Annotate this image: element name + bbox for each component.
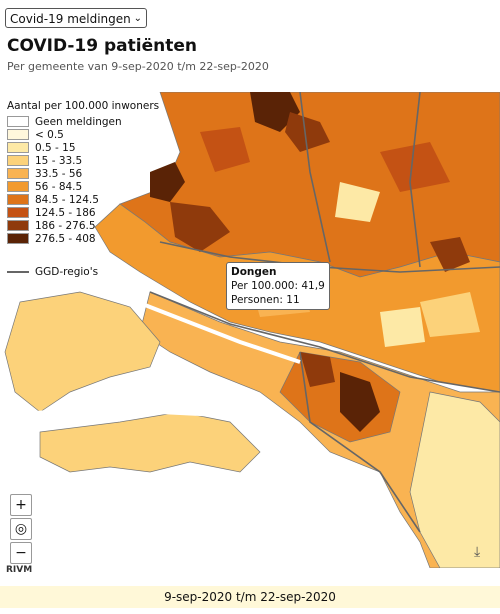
- legend-item: 15 - 33.5: [7, 154, 159, 167]
- legend-item: 84.5 - 124.5: [7, 193, 159, 206]
- legend-label: 0.5 - 15: [35, 141, 76, 154]
- legend-swatch: [7, 116, 29, 127]
- region-light-4: [380, 307, 425, 347]
- region-light-2: [420, 292, 480, 337]
- download-icon[interactable]: ⤓: [474, 544, 481, 560]
- region-dark-3: [170, 202, 230, 252]
- legend-item: Geen meldingen: [7, 115, 159, 128]
- legend-label: 56 - 84.5: [35, 180, 83, 193]
- ggd-boundary: [409, 92, 421, 268]
- region-dark-1: [150, 162, 185, 202]
- legend-swatch: [7, 220, 29, 231]
- dropdown-value: Covid-19 meldingen: [10, 12, 131, 26]
- legend-label: 276.5 - 408: [35, 232, 96, 245]
- region-dark-4: [285, 112, 330, 152]
- tooltip-rate: Per 100.000: 41,9: [231, 280, 325, 292]
- region-mid-2: [380, 142, 450, 192]
- legend-label: 84.5 - 124.5: [35, 193, 99, 206]
- region-dark-7: [430, 237, 470, 272]
- water-channel: [0, 406, 281, 425]
- locate-icon[interactable]: ◎: [10, 518, 32, 540]
- map-legend: Aantal per 100.000 inwoners Geen melding…: [7, 100, 159, 278]
- zoom-out-button[interactable]: −: [10, 542, 32, 564]
- ggd-boundary: [149, 291, 500, 393]
- legend-label: < 0.5: [35, 128, 64, 141]
- choropleth-map[interactable]: [0, 92, 500, 568]
- legend-item: 124.5 - 186: [7, 206, 159, 219]
- ggd-boundary: [299, 351, 421, 533]
- legend-label: 33.5 - 56: [35, 167, 83, 180]
- legend-swatch: [7, 168, 29, 179]
- dataset-dropdown[interactable]: Covid-19 meldingen ⌄: [5, 8, 147, 28]
- legend-swatch: [7, 233, 29, 244]
- legend-item: 56 - 84.5: [7, 180, 159, 193]
- legend-item: 276.5 - 408: [7, 232, 159, 245]
- zoom-in-button[interactable]: +: [10, 494, 32, 516]
- legend-swatch: [7, 155, 29, 166]
- land-limburg: [409, 391, 500, 568]
- legend-label: Geen meldingen: [35, 115, 122, 128]
- attribution: RIVM: [6, 565, 33, 575]
- land-islands: [4, 291, 161, 413]
- region-dark-5: [340, 372, 380, 432]
- region-light-1: [335, 182, 380, 222]
- page-subtitle: Per gemeente van 9-sep-2020 t/m 22-sep-2…: [7, 60, 269, 73]
- date-range-bar: 9-sep-2020 t/m 22-sep-2020: [0, 586, 500, 608]
- map-tooltip: Dongen Per 100.000: 41,9 Personen: 11: [226, 262, 330, 310]
- legend-item: 33.5 - 56: [7, 167, 159, 180]
- legend-ggd-label: GGD-regio's: [35, 265, 99, 278]
- legend-item: < 0.5: [7, 128, 159, 141]
- legend-swatch: [7, 129, 29, 140]
- region-dark-6: [300, 352, 335, 387]
- legend-title: Aantal per 100.000 inwoners: [7, 100, 160, 112]
- legend-label: 15 - 33.5: [35, 154, 83, 167]
- legend-ggd-item: GGD-regio's: [7, 265, 159, 278]
- tooltip-count: Personen: 11: [231, 294, 300, 306]
- region-mid-1: [200, 127, 250, 172]
- tooltip-name: Dongen: [231, 266, 277, 278]
- legend-label: 124.5 - 186: [35, 206, 96, 219]
- legend-swatch: [7, 194, 29, 205]
- ggd-boundary: [299, 92, 331, 263]
- water-channel: [0, 280, 301, 364]
- legend-item: 186 - 276.5: [7, 219, 159, 232]
- legend-swatch: [7, 181, 29, 192]
- legend-label: 186 - 276.5: [35, 219, 96, 232]
- legend-swatch: [7, 207, 29, 218]
- legend-swatch: [7, 142, 29, 153]
- legend-item: 0.5 - 15: [7, 141, 159, 154]
- page-title: COVID-19 patiënten: [7, 36, 197, 56]
- zoom-controls: + ◎ −: [10, 494, 32, 566]
- ggd-line-swatch: [7, 270, 29, 273]
- chevron-down-icon: ⌄: [133, 13, 142, 24]
